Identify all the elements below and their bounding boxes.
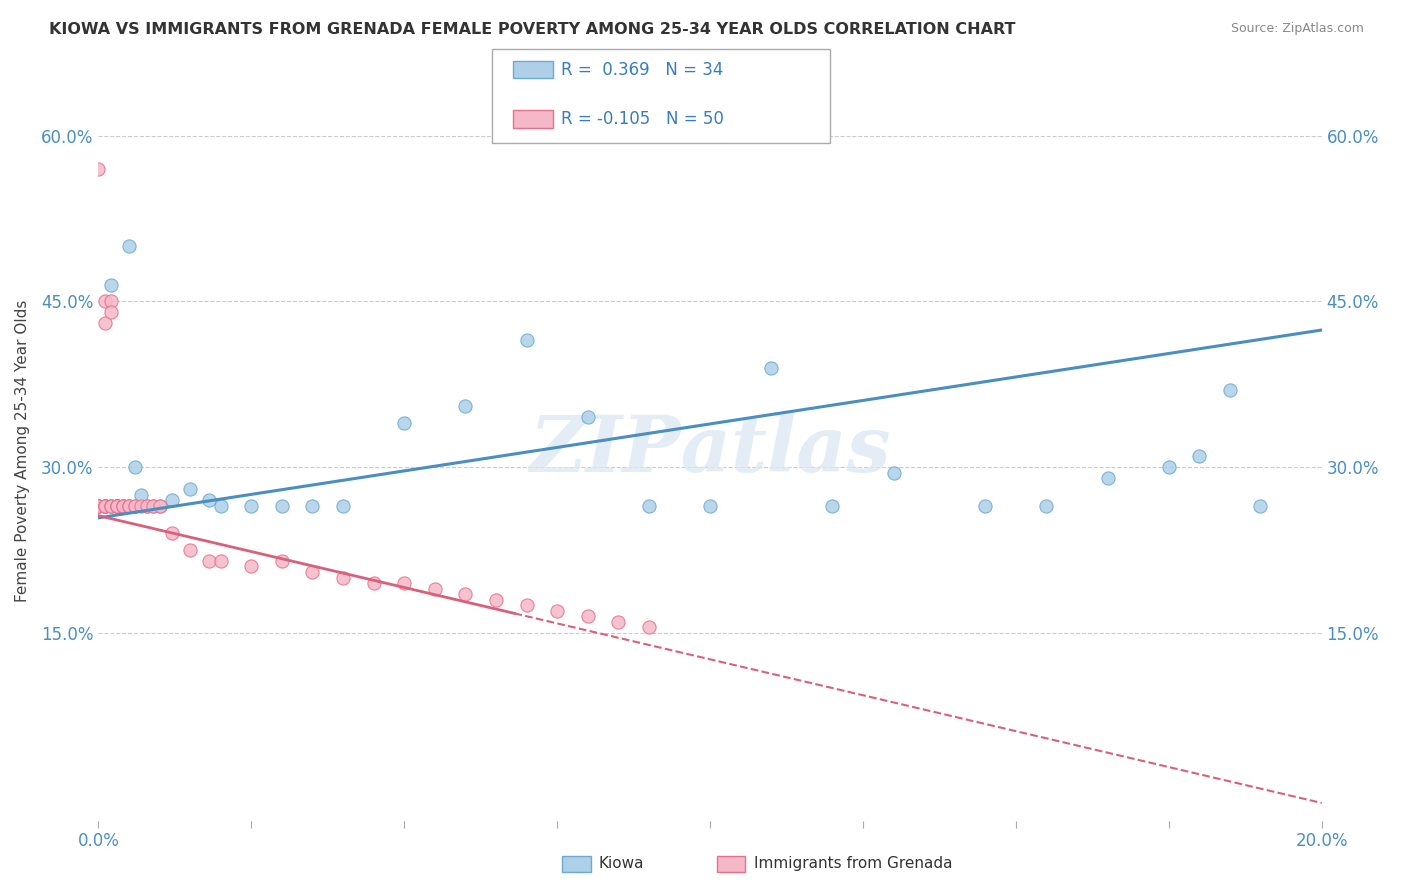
Point — [105, 499, 128, 513]
Point — [118, 239, 141, 253]
Point — [270, 554, 292, 568]
Point — [1188, 449, 1211, 463]
Point — [142, 499, 165, 513]
Point — [93, 499, 115, 513]
Point — [1035, 499, 1057, 513]
Point — [124, 460, 146, 475]
Text: ZIP​atlas: ZIP​atlas — [529, 412, 891, 489]
Point — [883, 466, 905, 480]
Point — [270, 499, 292, 513]
Point — [209, 554, 232, 568]
Point — [118, 499, 141, 513]
Point — [1219, 383, 1241, 397]
Point — [576, 609, 599, 624]
Point — [332, 499, 354, 513]
Point — [93, 499, 115, 513]
Text: Kiowa: Kiowa — [599, 856, 644, 871]
Point — [93, 499, 115, 513]
Point — [87, 499, 110, 513]
Point — [124, 499, 146, 513]
Point — [100, 305, 122, 319]
Point — [118, 499, 141, 513]
Point — [149, 499, 172, 513]
Point — [1097, 471, 1119, 485]
Point — [392, 416, 416, 430]
Point — [576, 410, 599, 425]
Point — [1157, 460, 1180, 475]
Point — [87, 499, 110, 513]
Point — [111, 499, 134, 513]
Point — [301, 565, 323, 579]
Point — [1249, 499, 1271, 513]
Point — [129, 488, 152, 502]
Text: Immigrants from Grenada: Immigrants from Grenada — [754, 856, 952, 871]
Point — [699, 499, 721, 513]
Point — [93, 317, 115, 331]
Point — [100, 277, 122, 292]
Point — [105, 499, 128, 513]
Point — [100, 499, 122, 513]
Point — [454, 587, 477, 601]
Point — [93, 294, 115, 309]
Point — [111, 499, 134, 513]
Text: R = -0.105   N = 50: R = -0.105 N = 50 — [561, 110, 724, 128]
Point — [87, 161, 110, 176]
Point — [136, 499, 159, 513]
Point — [423, 582, 446, 596]
Point — [546, 604, 568, 618]
Point — [485, 592, 508, 607]
Point — [111, 499, 134, 513]
Point — [637, 620, 661, 634]
Point — [516, 598, 538, 612]
Point — [87, 499, 110, 513]
Point — [100, 294, 122, 309]
Point — [136, 499, 159, 513]
Point — [607, 615, 630, 629]
Point — [111, 499, 134, 513]
Point — [93, 499, 115, 513]
Point — [240, 559, 263, 574]
Point — [124, 499, 146, 513]
Point — [118, 499, 141, 513]
Point — [129, 499, 152, 513]
Point — [179, 482, 201, 496]
Point — [974, 499, 997, 513]
Y-axis label: Female Poverty Among 25-34 Year Olds: Female Poverty Among 25-34 Year Olds — [15, 300, 30, 601]
Point — [93, 499, 115, 513]
Point — [637, 499, 661, 513]
Point — [160, 526, 183, 541]
Point — [105, 499, 128, 513]
Point — [87, 499, 110, 513]
Point — [392, 576, 416, 591]
Point — [363, 576, 385, 591]
Point — [240, 499, 263, 513]
Point — [301, 499, 323, 513]
Text: R =  0.369   N = 34: R = 0.369 N = 34 — [561, 61, 723, 78]
Point — [197, 554, 219, 568]
Point — [149, 499, 172, 513]
Point — [105, 499, 128, 513]
Point — [100, 499, 122, 513]
Text: Source: ZipAtlas.com: Source: ZipAtlas.com — [1230, 22, 1364, 36]
Point — [160, 493, 183, 508]
Point — [100, 499, 122, 513]
Point — [197, 493, 219, 508]
Point — [821, 499, 844, 513]
Point — [179, 542, 201, 557]
Point — [142, 499, 165, 513]
Point — [332, 570, 354, 584]
Point — [209, 499, 232, 513]
Point — [105, 499, 128, 513]
Point — [759, 360, 782, 375]
Point — [516, 333, 538, 347]
Text: KIOWA VS IMMIGRANTS FROM GRENADA FEMALE POVERTY AMONG 25-34 YEAR OLDS CORRELATIO: KIOWA VS IMMIGRANTS FROM GRENADA FEMALE … — [49, 22, 1015, 37]
Point — [454, 399, 477, 413]
